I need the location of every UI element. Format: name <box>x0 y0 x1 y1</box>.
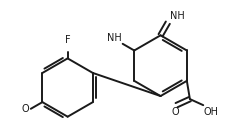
Text: O: O <box>21 104 29 114</box>
Text: F: F <box>65 35 70 45</box>
Text: O: O <box>171 107 178 117</box>
Text: NH: NH <box>169 11 184 21</box>
Text: NH: NH <box>106 33 121 43</box>
Text: OH: OH <box>203 107 218 117</box>
